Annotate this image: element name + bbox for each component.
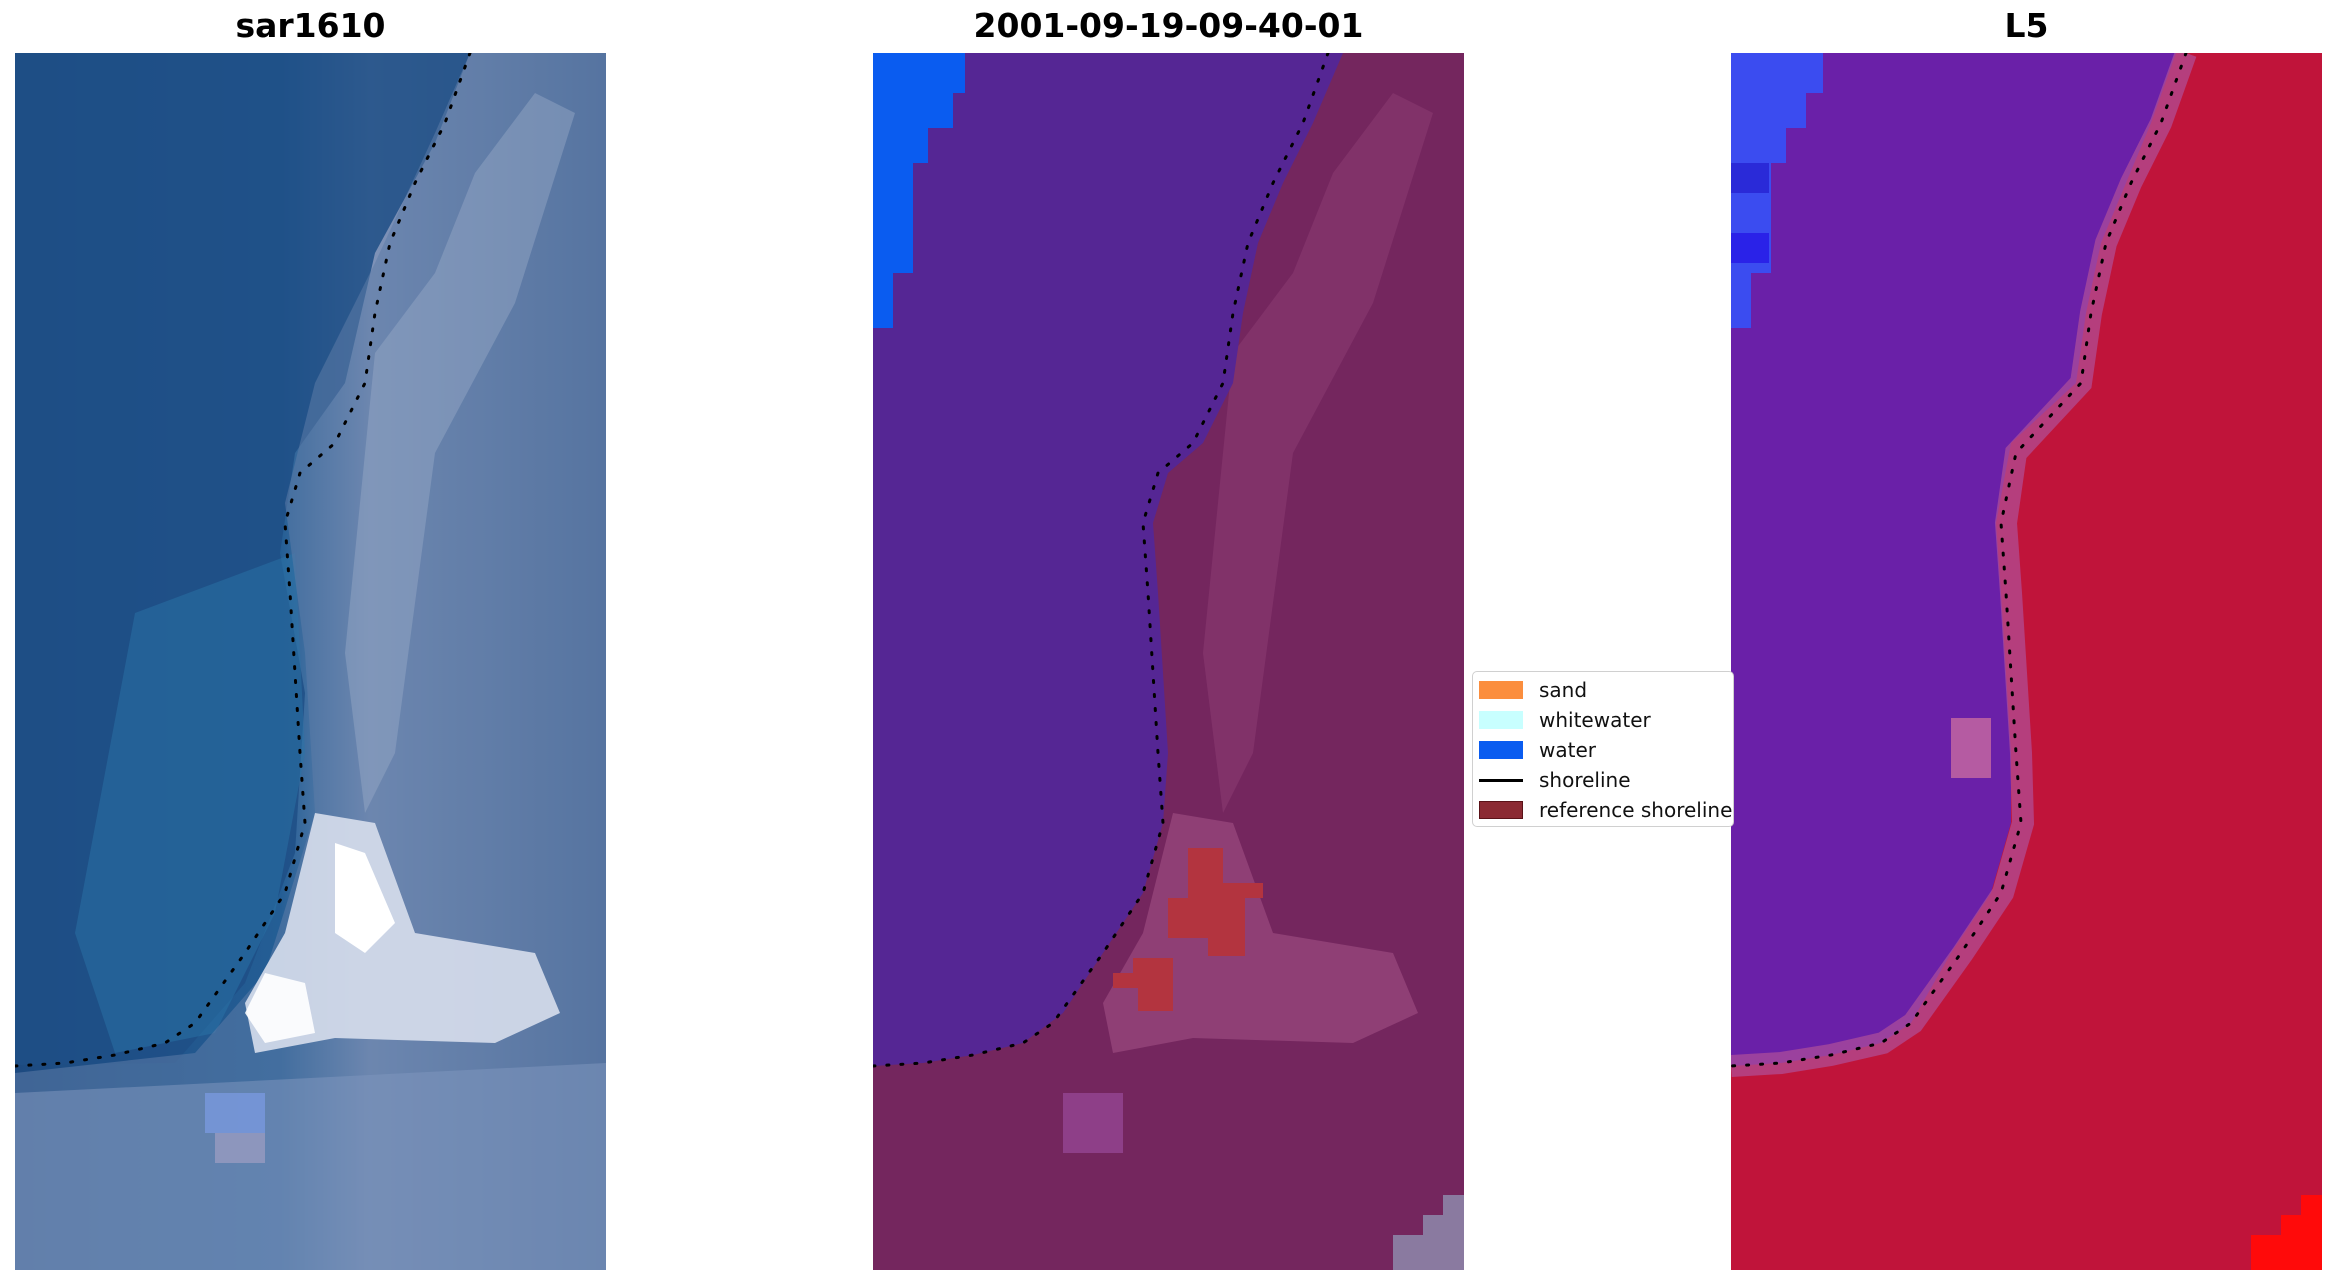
- legend-item-sand: sand: [1479, 677, 1587, 703]
- legend-item-water: water: [1479, 737, 1596, 763]
- legend-label: water: [1539, 738, 1596, 762]
- legend-label: reference shoreline: [1539, 798, 1733, 822]
- index-image-panel: [1731, 53, 2322, 1270]
- legend-label: whitewater: [1539, 708, 1651, 732]
- panel-title-rgb: sar1610: [235, 6, 386, 45]
- rgb-image-panel: [15, 53, 606, 1270]
- shoreline-line-icon: [1479, 778, 1523, 782]
- classified-image: [873, 53, 1464, 1270]
- panel-title-classified: 2001-09-19-09-40-01: [973, 6, 1364, 45]
- legend-item-whitewater: whitewater: [1479, 707, 1651, 733]
- water-swatch-icon: [1479, 741, 1523, 759]
- panel-title-index: L5: [2004, 6, 2049, 45]
- reference-shoreline-swatch-icon: [1479, 801, 1523, 819]
- legend: sand whitewater water shoreline referenc…: [1472, 671, 1734, 827]
- index-image: [1731, 53, 2322, 1270]
- legend-item-reference-shoreline: reference shoreline: [1479, 797, 1732, 823]
- legend-item-shoreline: shoreline: [1479, 767, 1631, 793]
- classified-image-panel: [873, 53, 1464, 1270]
- rgb-image: [15, 53, 606, 1270]
- legend-label: shoreline: [1539, 768, 1631, 792]
- whitewater-swatch-icon: [1479, 711, 1523, 729]
- sand-swatch-icon: [1479, 681, 1523, 699]
- legend-label: sand: [1539, 678, 1588, 702]
